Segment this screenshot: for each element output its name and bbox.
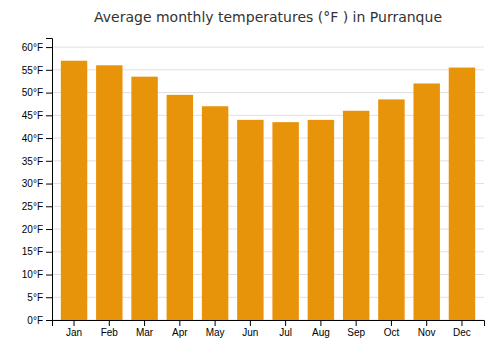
y-tick-mark [46,161,52,162]
y-tick: 0°F [27,315,52,326]
x-tick-label: Oct [384,327,400,338]
x-tick-label: Apr [172,327,188,338]
bar [272,122,298,320]
x-tick-label: Dec [453,327,471,338]
y-tick-mark [46,229,52,230]
x-tick-mark [461,320,462,326]
y-tick-mark [46,184,52,185]
y-tick: 25°F [22,201,52,212]
title: Average monthly temperatures (°F ) in Pu… [94,9,442,25]
x-tick: Nov [418,320,436,338]
y-tick-mark [46,275,52,276]
x-tick-mark [144,320,145,326]
y-tick-mark [46,252,52,253]
y-tick: 60°F [22,42,52,53]
y-tick-label: 40°F [22,133,43,144]
y-tick-label: 15°F [22,246,43,257]
y-tick: 55°F [22,65,52,76]
x-axis: Jan Feb Mar Apr May Jun Jul Aug Sep Oct Nov Dec [53,320,485,338]
y-tick: 45°F [22,110,52,121]
y-tick: 40°F [22,133,52,144]
bar [237,120,263,320]
x-tick: Apr [172,320,188,338]
y-tick: 20°F [22,224,52,235]
y-tick-mark [46,70,52,71]
bar [131,77,157,320]
y-tick-label: 45°F [22,110,43,121]
chart: Jan Feb Mar Apr May Jun Jul Aug Sep Oct Nov Dec 0°F 5… [0,0,500,350]
x-tick-mark [215,320,216,326]
y-tick-label: 55°F [22,65,43,76]
x-tick: Mar [136,320,154,338]
y-axis: 0°F 5°F 10°F 15°F 20°F 25°F 30°F 35°F 40°F 45°F 50… [22,39,53,326]
x-tick: Sep [347,320,365,338]
x-tick-label: Mar [136,327,154,338]
y-tick-label: 50°F [22,87,43,98]
x-tick-mark [74,320,75,326]
y-tick-mark [46,206,52,207]
bar [343,111,369,320]
x-tick-mark [250,320,251,326]
y-tick-mark [46,297,52,298]
bar [167,95,193,320]
y-tick-mark [46,115,52,116]
bar [61,61,87,320]
x-tick-label: Sep [347,327,365,338]
y-tick: 15°F [22,246,52,257]
bar [449,68,475,320]
x-tick-label: May [206,327,225,338]
x-axis-line [53,321,485,327]
bar [378,99,404,320]
x-tick-mark [109,320,110,326]
y-tick-label: 0°F [27,315,43,326]
x-tick: Aug [312,320,330,338]
y-tick-mark [46,320,52,321]
y-tick-label: 60°F [22,42,43,53]
x-tick-mark [356,320,357,326]
x-tick-mark [426,320,427,326]
grid [52,47,484,320]
x-tick-mark [179,320,180,326]
plot: Jan Feb Mar Apr May Jun Jul Aug Sep Oct Nov Dec 0°F 5… [22,39,485,339]
grid-line [52,47,484,48]
y-tick: 5°F [27,292,52,303]
y-tick: 35°F [22,156,52,167]
bars [61,61,475,320]
x-tick-label: Nov [418,327,436,338]
y-tick-label: 35°F [22,156,43,167]
x-tick: May [206,320,225,338]
x-tick: Jan [66,320,82,338]
bar [308,120,334,320]
x-tick-mark [320,320,321,326]
x-tick: Oct [384,320,400,338]
y-axis-line [46,39,53,321]
x-tick: Jul [279,320,292,338]
bar [202,106,228,320]
y-tick-mark [46,93,52,94]
y-tick-mark [46,47,52,48]
y-tick: 30°F [22,178,52,189]
x-tick-mark [285,320,286,326]
y-tick-mark [46,138,52,139]
bar [96,65,122,320]
y-tick: 50°F [22,87,52,98]
x-tick-label: Jan [66,327,82,338]
y-tick-label: 25°F [22,201,43,212]
y-tick-label: 5°F [27,292,43,303]
x-tick-label: Feb [101,327,119,338]
x-tick-mark [391,320,392,326]
x-tick-label: Jul [279,327,292,338]
y-tick-label: 20°F [22,224,43,235]
x-tick: Dec [453,320,471,338]
x-tick-label: Jun [242,327,258,338]
x-tick: Jun [242,320,258,338]
y-tick-label: 10°F [22,269,43,280]
x-tick: Feb [101,320,119,338]
y-tick: 10°F [22,269,52,280]
x-tick-label: Aug [312,327,330,338]
y-tick-label: 30°F [22,178,43,189]
bar [413,83,439,320]
